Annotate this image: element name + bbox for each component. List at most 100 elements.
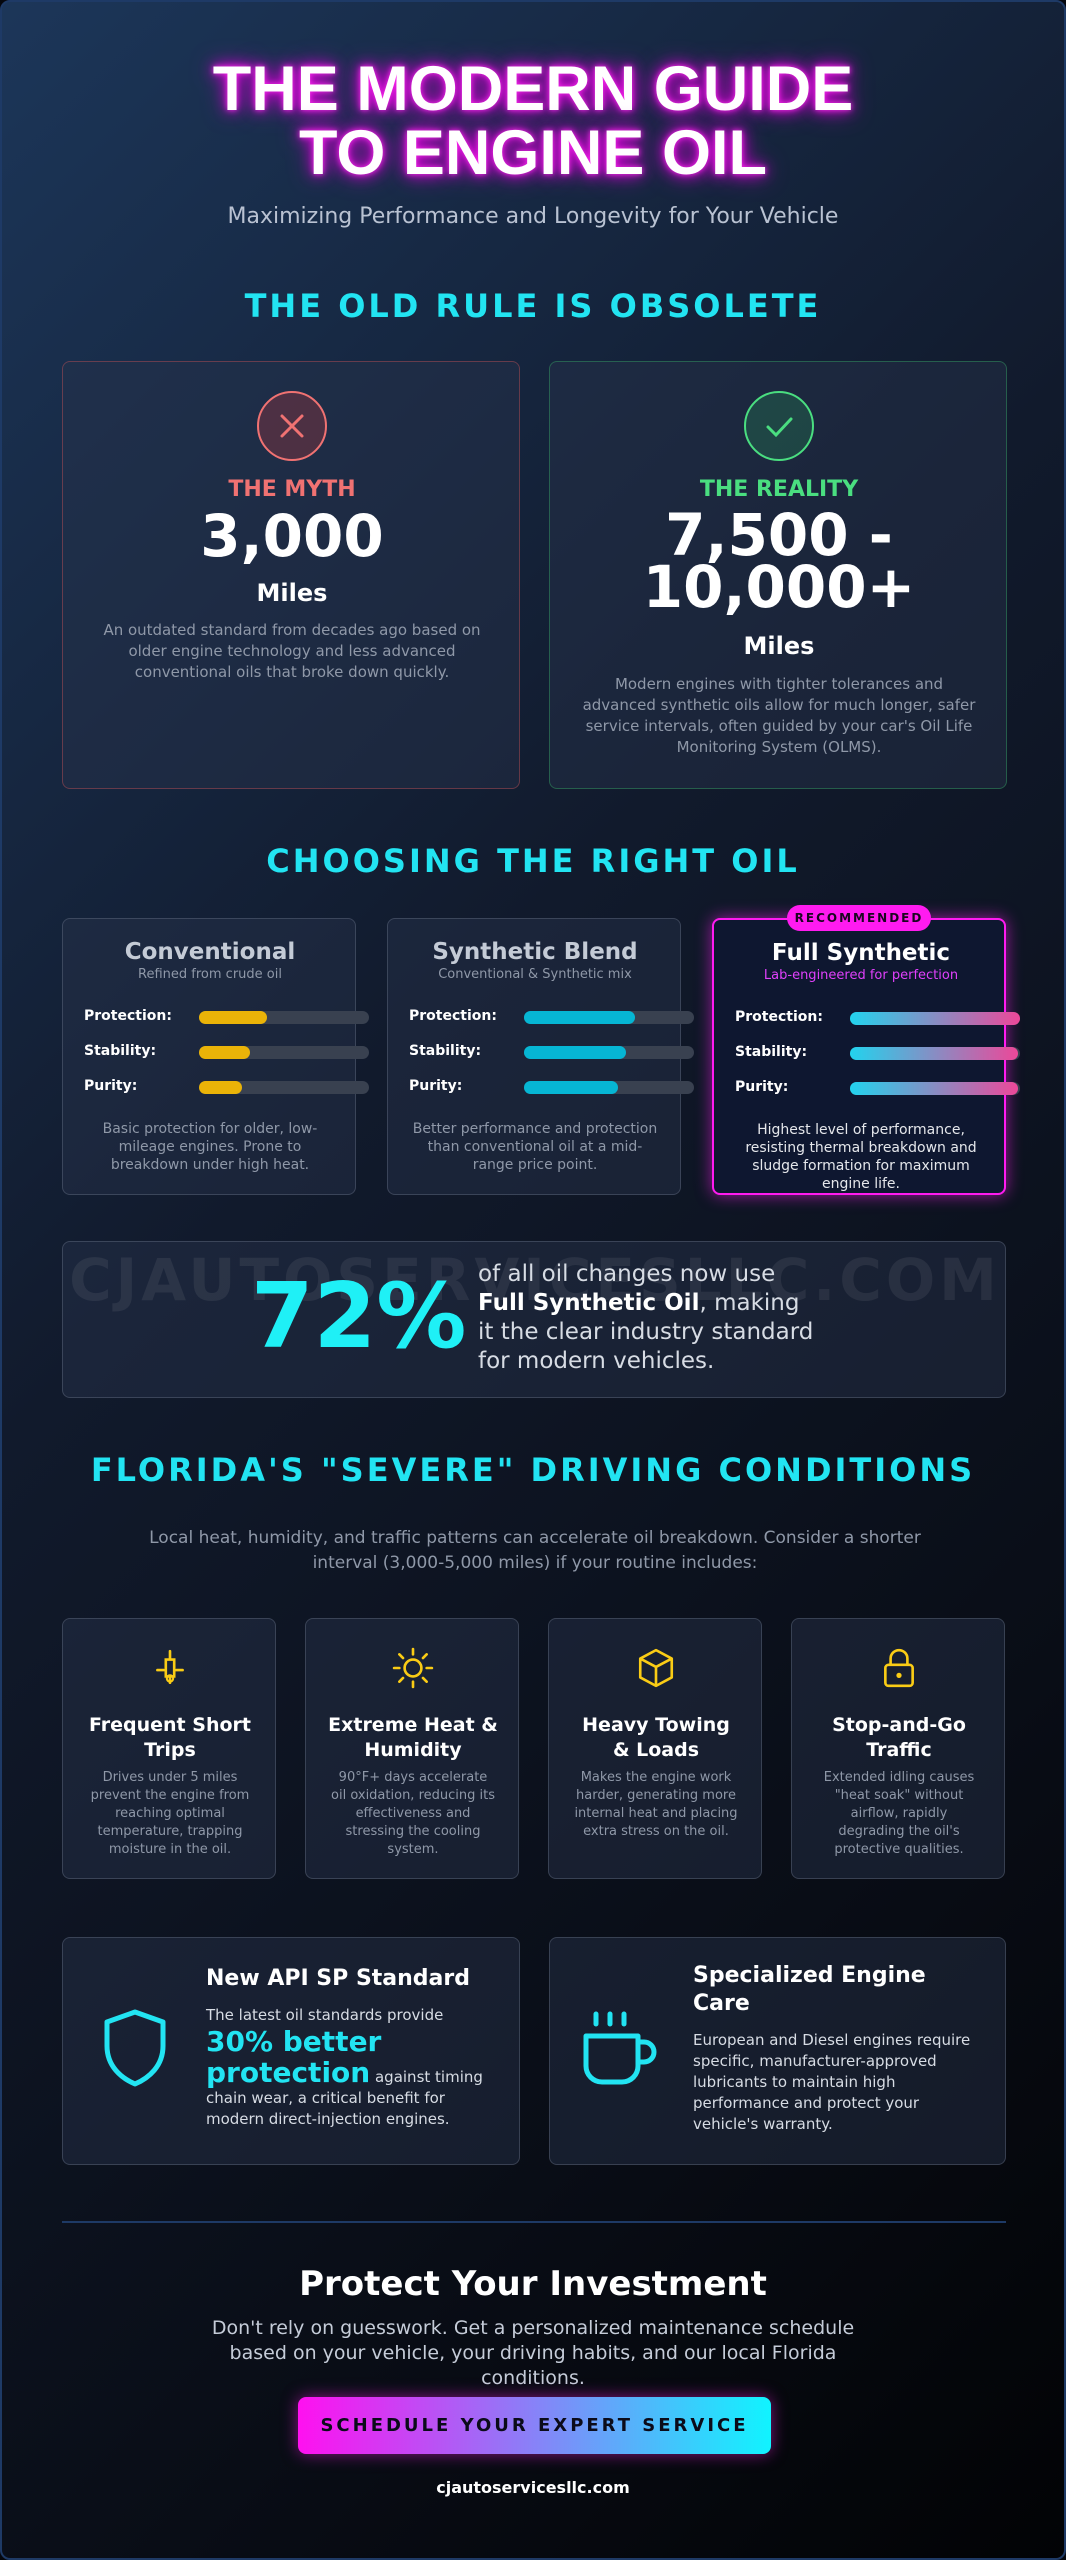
- condition-card: Heavy Towing & Loads Makes the engine wor…: [548, 1618, 762, 1879]
- myth-card: THE MYTH 3,000 Miles An outdated standard f…: [62, 361, 520, 789]
- condition-description: Extended idling causes "heat soak" witho…: [823, 1770, 975, 1857]
- cta-button[interactable]: SCHEDULE YOUR EXPERT SERVICE: [298, 2397, 771, 2454]
- oil-name: Conventional: [124, 939, 296, 965]
- metric-bar: [524, 1081, 618, 1094]
- metric-bar: [199, 1011, 267, 1024]
- condition-icon: [635, 1647, 677, 1693]
- cup-icon-part: [583, 2011, 657, 2085]
- oil-subtitle: Conventional & Synthetic mix: [438, 967, 632, 982]
- condition-icon-part: [884, 1648, 914, 1688]
- shield-icon: [101, 2008, 169, 2092]
- oil-subtitle: Lab-engineered for perfection: [763, 968, 959, 983]
- feature-card: Specialized Engine Care European and Dies…: [549, 1937, 1006, 2165]
- condition-card: Extreme Heat & Humidity 90°F+ days accele…: [305, 1618, 519, 1879]
- reality-icon: [743, 390, 815, 466]
- condition-title: Heavy Towing & Loads: [582, 1714, 730, 1761]
- title: THE MODERN GUIDE TO ENGINE OIL: [212, 54, 854, 188]
- metric-label: Purity:: [409, 1078, 463, 1094]
- subtitle: Maximizing Performance and Longevity for…: [227, 204, 839, 229]
- feature-rest: against timing chain wear, a critical be…: [206, 2068, 483, 2128]
- shield-icon-part: [104, 2009, 166, 2087]
- feature-title: New API SP Standard: [206, 1966, 470, 1991]
- reality-description: Modern engines with tighter tolerances a…: [582, 675, 976, 756]
- myth-icon-part: [280, 414, 304, 438]
- section-heading: CHOOSING THE RIGHT OIL: [266, 842, 800, 880]
- myth-icon-part: [257, 391, 327, 461]
- reality-icon-part: [744, 391, 814, 461]
- watermark: CJAUTOSERVICESLLC.COM: [69, 1246, 1001, 1314]
- condition-icon-part: [165, 1674, 175, 1683]
- metric-bar: [524, 1011, 635, 1024]
- stat-box: CJAUTOSERVICESLLC.COM 72% of all oil chang…: [62, 1241, 1006, 1398]
- recommended-badge: RECOMMENDED: [787, 905, 931, 931]
- metric-track: [524, 1046, 694, 1059]
- section-heading: FLORIDA'S "SEVERE" DRIVING CONDITIONS: [90, 1451, 976, 1489]
- stat-text-after: , making it the clear industry standard …: [478, 1290, 814, 1374]
- metric-label: Purity:: [735, 1079, 789, 1095]
- metric-bar: [850, 1047, 1019, 1060]
- cup-icon-part: [638, 2039, 657, 2065]
- shield-icon-part: [104, 2009, 166, 2087]
- myth-icon: [256, 390, 328, 466]
- metric-label: Stability:: [84, 1043, 157, 1059]
- feature-highlight: 30% better protection: [206, 2025, 382, 2089]
- stat-value: 72%: [251, 1264, 467, 1369]
- condition-icon-part: [392, 1647, 434, 1689]
- condition-icon-part: [638, 1648, 674, 1688]
- cta-title: Protect Your Investment: [299, 2264, 767, 2304]
- condition-icon-part: [638, 1648, 674, 1688]
- metric-bar: [850, 1082, 1019, 1095]
- metric-bar: [199, 1046, 250, 1059]
- condition-icon: [392, 1647, 434, 1693]
- condition-icon: [878, 1647, 920, 1693]
- oil-name: Full Synthetic: [771, 940, 951, 966]
- metric-label: Stability:: [409, 1043, 482, 1059]
- metric-track: [850, 1082, 1020, 1095]
- feature-card: New API SP Standard The latest oil standa…: [62, 1937, 520, 2165]
- oil-card: Synthetic Blend Conventional & Synthetic …: [387, 918, 694, 1195]
- metric-track: [199, 1011, 369, 1024]
- metric-track: [850, 1012, 1020, 1025]
- stat-text-before: of all oil changes now use: [478, 1261, 776, 1287]
- metric-label: Stability:: [735, 1044, 808, 1060]
- cta-text: Don't rely on guesswork. Get a personali…: [211, 2317, 855, 2389]
- divider: [62, 2221, 1006, 2223]
- feature-text: 30% better protection against timing cha…: [206, 2026, 496, 2130]
- metric-label: Protection:: [84, 1008, 172, 1024]
- condition-icon-part: [156, 1649, 184, 1685]
- florida-intro: Local heat, humidity, and traffic patter…: [149, 1528, 921, 1573]
- metric-bar: [199, 1081, 242, 1094]
- condition-icon-part: [889, 1648, 909, 1665]
- myth-value: 3,000: [200, 502, 384, 570]
- condition-icon-part: [156, 1649, 184, 1685]
- condition-title: Frequent Short Trips: [89, 1714, 251, 1761]
- cta-url: cjautoservicesllc.com: [436, 2478, 630, 2497]
- oil-description: Highest level of performance, resisting …: [745, 1122, 977, 1192]
- oil-description: Better performance and protection than c…: [412, 1121, 658, 1173]
- cup-icon-part: [593, 2011, 627, 2027]
- cup-icon-part: [583, 2033, 641, 2085]
- reality-icon-part: [766, 417, 793, 438]
- cup-icon: [580, 2010, 666, 2094]
- condition-icon-part: [403, 1658, 423, 1678]
- oil-name: Synthetic Blend: [432, 939, 638, 965]
- section-heading: THE OLD RULE IS OBSOLETE: [244, 287, 822, 325]
- condition-title: Stop-and-Go Traffic: [832, 1714, 966, 1761]
- stat-text-bold: Full Synthetic Oil: [478, 1290, 700, 1316]
- reality-unit: Miles: [743, 632, 815, 660]
- metric-track: [199, 1046, 369, 1059]
- oil-card: Full Synthetic Lab-engineered for perfect…: [712, 918, 1020, 1195]
- condition-icon-part: [392, 1647, 434, 1689]
- metric-bar: [524, 1046, 626, 1059]
- oil-description: Basic protection for older, low-mileage …: [102, 1121, 318, 1173]
- condition-icon-part: [896, 1672, 902, 1678]
- metric-track: [524, 1081, 694, 1094]
- reality-label: THE REALITY: [699, 477, 859, 502]
- metric-bar: [850, 1012, 1020, 1025]
- condition-description: 90°F+ days accelerate oil oxidation, red…: [331, 1770, 495, 1857]
- condition-icon-part: [884, 1663, 914, 1688]
- feature-intro: The latest oil standards provide: [206, 2006, 444, 2024]
- reality-value: 7,500 - 10,000+: [642, 501, 916, 621]
- reality-card: THE REALITY 7,500 - 10,000+ Miles Modern en…: [549, 361, 1007, 789]
- myth-description: An outdated standard from decades ago ba…: [103, 621, 481, 681]
